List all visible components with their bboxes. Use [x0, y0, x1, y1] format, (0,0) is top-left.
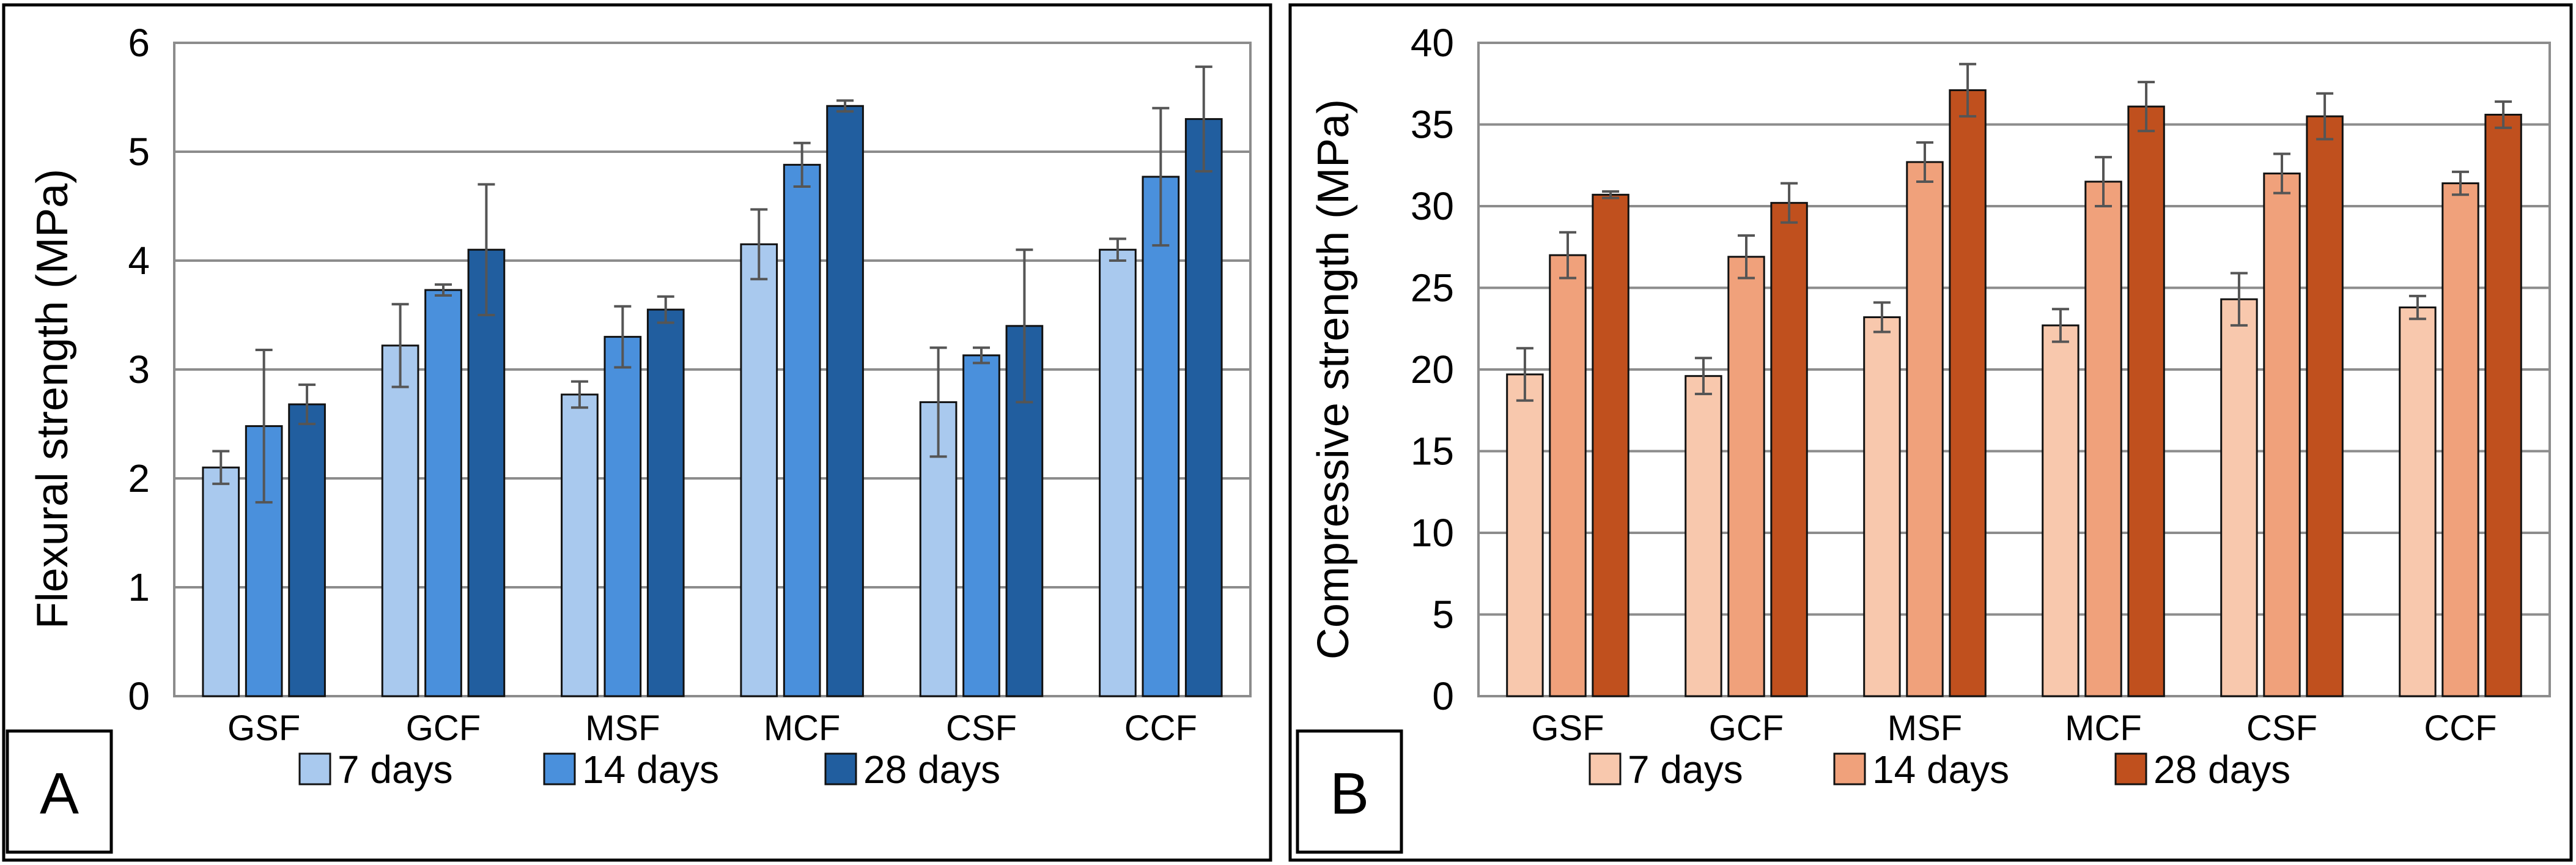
- panel-b-y-tick-label: 20: [1411, 347, 1454, 392]
- panel-a-bar: [603, 336, 642, 697]
- panel-b-bar: [2127, 105, 2165, 697]
- panel-b-x-tick-label: CCF: [2424, 708, 2497, 748]
- panel-b-bar: [1863, 316, 1901, 697]
- panel-b-y-tick-label: 30: [1411, 184, 1454, 228]
- panel-b-x-tick-label: GCF: [1709, 708, 1784, 748]
- panel-b-bar: [2399, 306, 2437, 697]
- panel-a-bar: [1184, 118, 1223, 697]
- panel-b-y-tick-label: 10: [1411, 511, 1454, 555]
- panel-a-y-tick-label: 3: [128, 347, 150, 392]
- panel-a-x-tick-label: CSF: [946, 708, 1017, 748]
- panel-a-plot: 0 1 2 3 4 5 6 GSF GCF MSF MCF CSF CCF: [128, 21, 1252, 748]
- panel-b-y-tick-label: 35: [1411, 103, 1454, 147]
- panel-a-bar: [561, 393, 599, 697]
- panel-b-y-tick-label: 5: [1432, 593, 1454, 637]
- panel-a-legend-label: 28 days: [863, 748, 1000, 792]
- panel-a-label: A: [40, 761, 79, 826]
- panel-b-bar: [1592, 193, 1629, 697]
- panel-b-bar: [1727, 256, 1765, 697]
- panel-b-bar: [2220, 298, 2258, 697]
- panel-b-bar: [1549, 254, 1587, 697]
- panel-a-bar: [381, 344, 419, 697]
- panel-b-legend-label: 7 days: [1628, 748, 1743, 792]
- panel-a-bar: [962, 354, 1000, 697]
- panel-a-bar: [1099, 248, 1137, 697]
- panel-b-x-tick-label: CSF: [2246, 708, 2317, 748]
- panel-a-legend: 7 days 14 days 28 days: [298, 748, 1000, 792]
- panel-a-legend-label: 7 days: [338, 748, 453, 792]
- panel-a-bar: [1142, 176, 1180, 697]
- panel-a-bar: [646, 308, 685, 697]
- panel-a-x-tick-label: GSF: [227, 708, 300, 748]
- panel-b-bar: [2306, 115, 2344, 697]
- panel-a-bar: [826, 105, 864, 697]
- panel-a-legend-swatch: [543, 752, 576, 785]
- panel-b-bar: [1506, 373, 1544, 697]
- panel-a-legend-swatch: [824, 752, 857, 785]
- panel-a-bar: [202, 466, 240, 697]
- panel-a-x-tick-label: MCF: [764, 708, 841, 748]
- panel-a-y-tick-label: 6: [128, 21, 150, 65]
- panel-b-legend-label: 28 days: [2153, 748, 2290, 792]
- panel-a-frame: [2, 3, 1272, 862]
- panel-b-legend: 7 days 14 days 28 days: [1589, 748, 2290, 792]
- panel-a-y-tick-label: 2: [128, 456, 150, 500]
- panel-a-bar: [467, 248, 506, 697]
- panel-a-y-tick-label: 1: [128, 565, 150, 609]
- panel-b-legend-label: 14 days: [1872, 748, 2009, 792]
- panel-b-y-tick-label: 0: [1432, 674, 1454, 718]
- panel-a-bar: [424, 289, 462, 697]
- panel-b-frame: [1288, 3, 2573, 862]
- panel-a-y-tick-label: 5: [128, 130, 150, 174]
- panel-b-bar: [2441, 182, 2479, 697]
- panel-b-x-tick-label: MSF: [1888, 708, 1962, 748]
- panel-a-bar: [783, 163, 821, 697]
- panel-a-x-tick-label: MSF: [585, 708, 660, 748]
- panel-b-bar: [1685, 375, 1722, 697]
- panel-a-x-tick-label: CCF: [1124, 708, 1197, 748]
- panel-b-y-tick-label: 40: [1411, 21, 1454, 65]
- panel-b-bar: [2042, 324, 2080, 697]
- panel-a-y-axis-title: Flexural strength (MPa): [28, 169, 77, 629]
- panel-b-label-box: [1296, 729, 1403, 854]
- panel-b-y-tick-label: 25: [1411, 266, 1454, 310]
- panel-b-legend-swatch: [2114, 752, 2147, 785]
- panel-b-label: B: [1330, 761, 1369, 826]
- panel-a-y-tick-label: 4: [128, 239, 150, 283]
- panel-b-bar: [1949, 89, 1987, 697]
- panel-b-bar: [1906, 161, 1944, 697]
- panel-b-x-tick-label: MCF: [2065, 708, 2142, 748]
- panel-a-y-tick-label: 0: [128, 674, 150, 718]
- panel-a-legend-swatch: [298, 752, 331, 785]
- panel-b-bar: [2263, 173, 2301, 697]
- panel-a-legend-label: 14 days: [582, 748, 719, 792]
- panel-b-y-tick-label: 15: [1411, 429, 1454, 473]
- panel-b-bar: [1770, 202, 1808, 697]
- panel-a-bar: [288, 403, 326, 697]
- panel-b-x-tick-label: GSF: [1531, 708, 1604, 748]
- panel-b-y-axis-title: Compressive strength (MPa): [1309, 99, 1358, 659]
- panel-b-plot: 0 5 10 15 20 25 30 35 40 GSF GCF MSF MCF CSF CCF: [1411, 21, 2551, 748]
- panel-b-bar: [2484, 113, 2522, 697]
- panel-b-legend-swatch: [1589, 752, 1622, 785]
- panel-a-label-box: [6, 729, 113, 854]
- panel-b-bar: [2084, 180, 2122, 697]
- panel-a-bar: [740, 243, 778, 697]
- panel-a-x-tick-label: GCF: [406, 708, 481, 748]
- panel-b-legend-swatch: [1833, 752, 1866, 785]
